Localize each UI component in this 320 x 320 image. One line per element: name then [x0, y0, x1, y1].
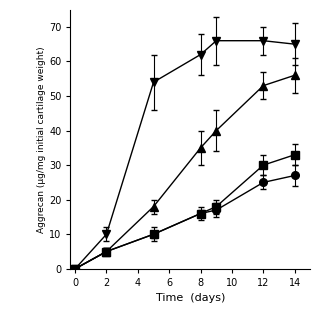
X-axis label: Time  (days): Time (days)	[156, 293, 225, 303]
Y-axis label: Aggrecan (μg/mg initial cartilage weight): Aggrecan (μg/mg initial cartilage weight…	[37, 46, 46, 233]
